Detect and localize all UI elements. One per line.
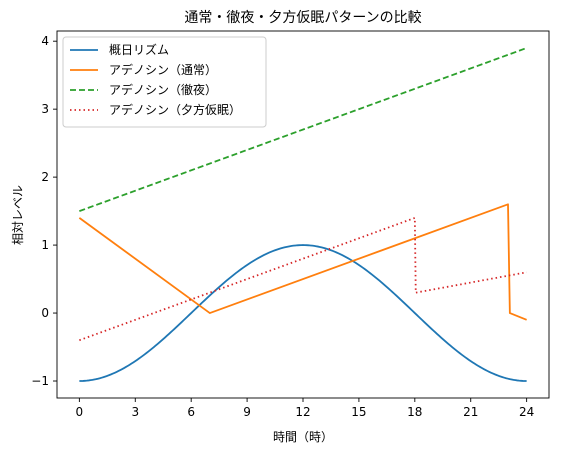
y-tick-label: 1 (41, 238, 49, 252)
chart-title: 通常・徹夜・夕方仮眠パターンの比較 (184, 10, 421, 26)
x-tick-label: 21 (463, 405, 478, 419)
series-line-1 (79, 244, 527, 382)
x-tick-label: 3 (131, 405, 139, 419)
legend-label-4: アデノシン（夕方仮眠） (109, 102, 241, 117)
y-axis-label: 相対レベル (11, 185, 25, 245)
legend-label-3: アデノシン（徹夜） (109, 82, 217, 97)
series-line-2 (78, 203, 527, 321)
x-tick-label: 9 (243, 405, 251, 419)
x-axis-label: 時間（時） (273, 430, 333, 444)
y-tick-label: 3 (41, 102, 49, 116)
x-tick-label: 24 (519, 405, 534, 419)
legend-label-1: 概日リズム (109, 42, 169, 57)
y-tick-label: −1 (31, 374, 49, 388)
x-tick-label: 12 (295, 405, 310, 419)
y-tick-label: 0 (41, 306, 49, 320)
series-line-3 (79, 47, 527, 212)
x-tick-label: 18 (407, 405, 422, 419)
y-tick-label: 4 (41, 34, 49, 48)
y-tick-label: 2 (41, 170, 49, 184)
legend-box (62, 36, 267, 128)
x-tick-label: 0 (76, 405, 84, 419)
x-tick-label: 6 (187, 405, 195, 419)
legend-label-2: アデノシン（通常） (109, 62, 217, 77)
x-tick-label: 15 (351, 405, 366, 419)
